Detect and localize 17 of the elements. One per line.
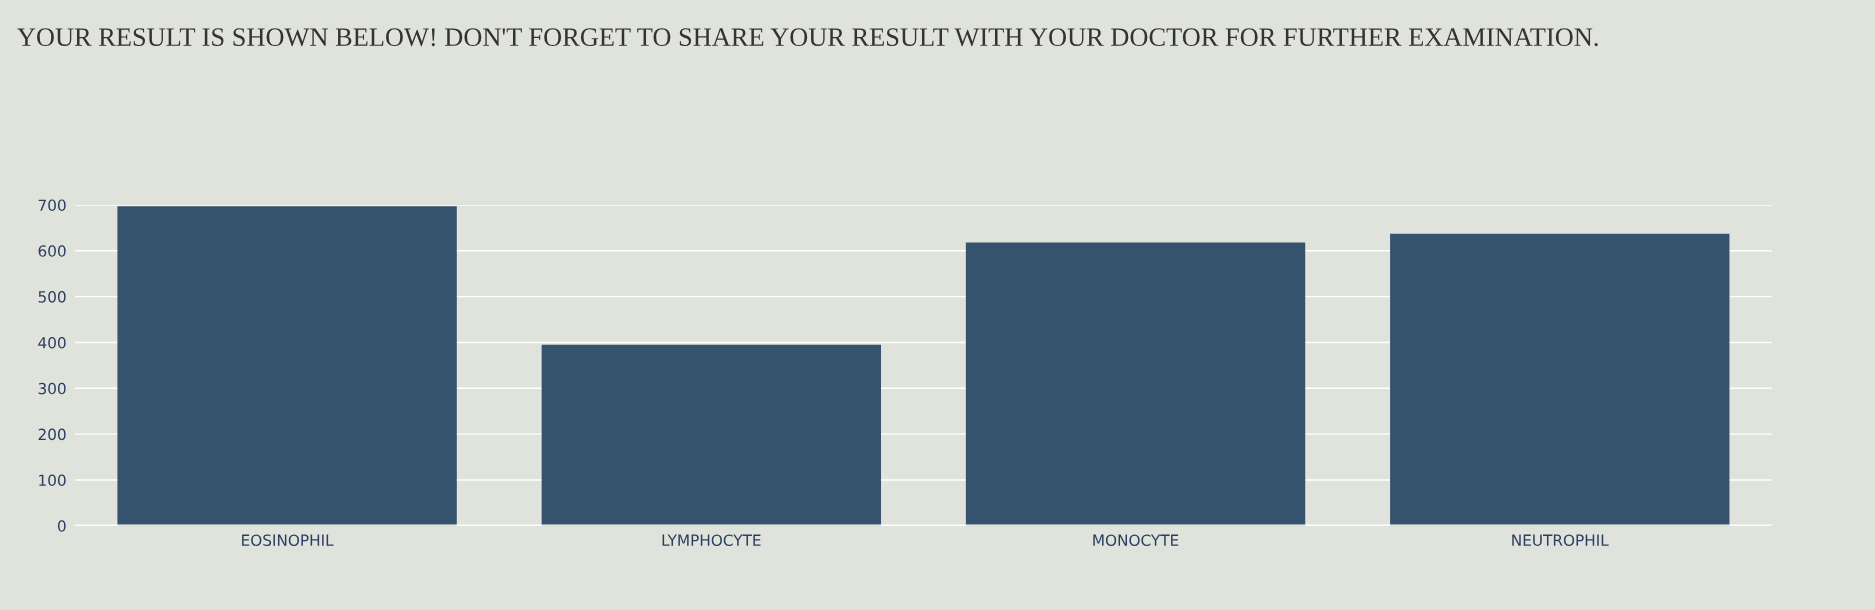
bar <box>1390 233 1730 526</box>
y-tick-label: 200 <box>38 428 66 441</box>
y-tick-label: 0 <box>57 520 66 532</box>
chart-title: YOUR RESULT IS SHOWN BELOW! DON'T FORGET TO SHARE YOUR RESULT WITH YOUR DOCTOR FOR FURTHER EXAMINATION. <box>17 28 1598 47</box>
x-tick-label: EOSINOPHIL <box>242 534 334 546</box>
y-tick-label: 600 <box>38 245 66 257</box>
x-tick-label: NEUTROPHIL <box>1512 534 1609 546</box>
y-tick-label: 100 <box>39 474 66 486</box>
y-tick-label: 700 <box>38 199 66 211</box>
bar <box>965 242 1306 526</box>
y-tick-label: 500 <box>38 291 66 303</box>
bar <box>541 344 882 526</box>
y-tick-label: 400 <box>38 336 66 349</box>
bar <box>117 206 457 526</box>
x-tick-label: LYMPHOCYTE <box>662 534 761 546</box>
x-tick-label: MONOCYTE <box>1093 534 1179 546</box>
y-tick-label: 300 <box>38 382 66 395</box>
